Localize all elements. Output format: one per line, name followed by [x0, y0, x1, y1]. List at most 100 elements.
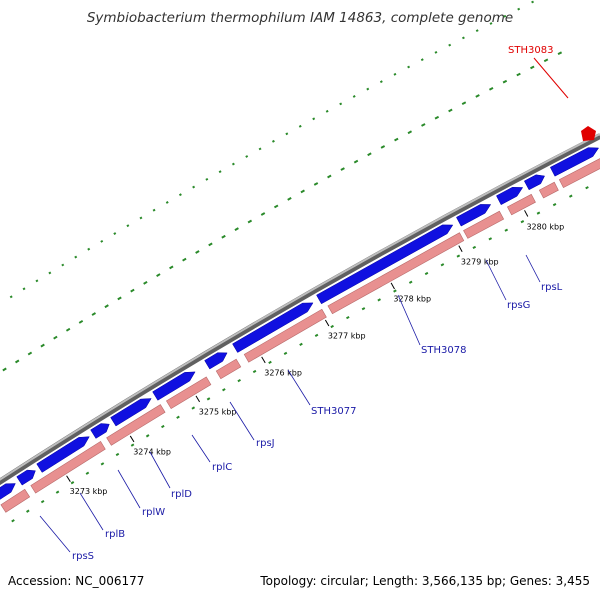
gc-dot: [552, 203, 557, 207]
gc-dot: [361, 307, 366, 311]
gene-label[interactable]: rpsJ: [256, 438, 275, 449]
gc-dot: [9, 295, 13, 299]
gene-leader-line: [525, 254, 541, 283]
reverse-strand-block[interactable]: [327, 232, 465, 315]
gene-label[interactable]: rplW: [142, 507, 165, 518]
gene-label[interactable]: rpsL: [541, 282, 563, 293]
reverse-strand-block[interactable]: [30, 440, 106, 494]
forward-gene-arrow[interactable]: [16, 469, 36, 486]
reverse-strand-block[interactable]: [538, 181, 559, 199]
gc-dot: [456, 254, 461, 258]
gene-label[interactable]: rplD: [171, 489, 192, 500]
reverse-strand-block[interactable]: [243, 308, 327, 363]
gc-dot: [218, 170, 222, 174]
forward-gene-arrow[interactable]: [204, 352, 228, 370]
tick-label: 3280 kbp: [526, 222, 564, 231]
gc-dot: [503, 14, 507, 18]
gc-dot: [325, 109, 329, 113]
gc-dot: [2, 367, 7, 372]
reverse-strand-block[interactable]: [558, 154, 600, 189]
gene-leader-line: [191, 434, 211, 463]
gc-dot: [448, 43, 452, 47]
gene-label[interactable]: rplC: [212, 462, 232, 473]
forward-gene-arrow[interactable]: [152, 371, 196, 401]
gc-dot: [300, 189, 305, 194]
tick-label: 3275 kbp: [199, 407, 237, 416]
gc-dot: [424, 271, 429, 276]
reverse-strand-block[interactable]: [463, 210, 505, 239]
gc-dot: [245, 155, 249, 158]
gene-label[interactable]: STH3078: [421, 345, 466, 356]
gene-label[interactable]: rpsS: [72, 551, 94, 562]
gc-dot: [11, 519, 15, 523]
tick-mark: [458, 245, 463, 252]
gc-dot: [543, 58, 549, 63]
gene-leader-line: [397, 294, 421, 346]
gc-dot: [299, 342, 303, 347]
gc-dot: [191, 406, 196, 410]
gc-dot: [35, 279, 39, 283]
reverse-strand-block[interactable]: [106, 404, 166, 446]
forward-gene-arrow[interactable]: [232, 302, 314, 353]
tick-mark: [324, 319, 330, 327]
gc-dot: [285, 132, 289, 136]
gc-dot: [130, 288, 135, 293]
tick-label: 3278 kbp: [393, 295, 431, 304]
forward-strand-genes: [0, 147, 600, 501]
gc-dot: [517, 7, 521, 11]
gc-dot: [208, 242, 213, 247]
highlighted-gene[interactable]: STH3083: [508, 45, 596, 141]
reverse-strand-track: [0, 154, 600, 513]
gene-label[interactable]: rpsG: [507, 300, 530, 311]
gc-dot: [14, 359, 20, 364]
reverse-strand-block[interactable]: [506, 193, 536, 216]
gc-dot: [312, 117, 316, 121]
gc-dot: [22, 287, 26, 291]
gc-dot: [339, 102, 343, 106]
gc-dot: [516, 72, 521, 77]
gc-dot: [440, 263, 445, 267]
gc-dot: [53, 335, 58, 340]
tick-label: 3277 kbp: [328, 332, 366, 341]
gc-dot: [298, 124, 302, 128]
gc-dot: [40, 343, 45, 348]
forward-gene-arrow[interactable]: [0, 483, 16, 501]
gene-label[interactable]: STH3077: [311, 406, 356, 417]
forward-gene-arrow[interactable]: [523, 174, 545, 191]
gene-labels: rpsS rplB rplW rplD rplC rpsJ STH3077 STH3078 rp…: [39, 254, 563, 562]
gc-dot: [379, 80, 383, 84]
gc-dot: [74, 255, 78, 259]
reverse-strand-block[interactable]: [215, 358, 242, 380]
reverse-strand-block[interactable]: [0, 488, 31, 513]
forward-gene-arrow[interactable]: [549, 147, 600, 177]
gc-dot: [143, 280, 148, 285]
forward-gene-arrow[interactable]: [110, 398, 152, 427]
gc-dot: [557, 51, 563, 56]
gc-dot: [258, 147, 262, 151]
gc-dot: [330, 324, 334, 329]
reverse-strand-block[interactable]: [165, 376, 212, 410]
forward-gene-arrow[interactable]: [496, 187, 524, 206]
forward-gene-arrow[interactable]: [316, 224, 454, 305]
forward-gene-arrow[interactable]: [456, 204, 492, 227]
tick-label: 3279 kbp: [461, 258, 499, 267]
gc-dot: [65, 327, 71, 332]
gc-dot: [407, 130, 413, 135]
genome-backbone: [0, 133, 600, 486]
highlight-gene-marker[interactable]: [581, 126, 596, 141]
gene-label[interactable]: rplB: [105, 529, 125, 540]
gc-dot: [421, 123, 426, 127]
gc-dot: [145, 434, 150, 438]
gc-dot: [314, 333, 319, 338]
gc-dot: [489, 22, 493, 25]
gene-leader-line: [485, 259, 507, 301]
gene-leader-line: [39, 515, 71, 553]
forward-gene-arrow[interactable]: [90, 423, 110, 439]
gc-dot: [287, 197, 292, 201]
highlight-gene-label[interactable]: STH3083: [508, 45, 553, 56]
gc-dot: [117, 296, 122, 301]
forward-gene-arrow[interactable]: [36, 436, 90, 473]
gc-dot: [367, 152, 372, 157]
